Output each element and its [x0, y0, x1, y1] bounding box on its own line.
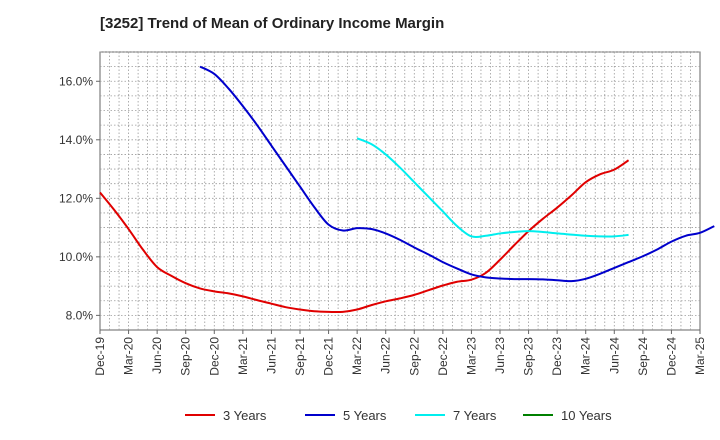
x-tick-label: Mar-23 — [464, 337, 478, 375]
series-line-3-years — [99, 159, 630, 314]
x-tick-label: Dec-23 — [550, 337, 564, 376]
legend: 3 Years 5 Years 7 Years 10 Years — [185, 408, 612, 423]
y-tick-label: 12.0% — [59, 191, 93, 205]
grid-lines — [100, 51, 700, 330]
x-tick-label: Sep-23 — [522, 337, 536, 376]
y-axis: 8.0% 10.0% 12.0% 14.0% 16.0% — [59, 74, 100, 322]
legend-label: 3 Years — [223, 408, 267, 423]
x-tick-label: Mar-20 — [122, 337, 136, 375]
x-tick-label: Jun-22 — [379, 337, 393, 374]
legend-label: 5 Years — [343, 408, 387, 423]
x-tick-label: Dec-22 — [436, 337, 450, 376]
legend-label: 10 Years — [561, 408, 612, 423]
series-layer — [99, 65, 715, 314]
y-tick-label: 8.0% — [66, 308, 94, 322]
x-axis: Dec-19 Mar-20 Jun-20 Sep-20 Dec-20 Mar-21 Jun-… — [93, 330, 707, 376]
y-tick-label: 10.0% — [59, 250, 93, 264]
x-tick-label: Mar-22 — [350, 337, 364, 375]
series-line-5-years — [199, 65, 715, 283]
x-tick-label: Jun-20 — [150, 337, 164, 374]
chart-title: [3252] Trend of Mean of Ordinary Income … — [100, 15, 445, 32]
x-tick-label: Jun-23 — [493, 337, 507, 374]
x-tick-label: Mar-25 — [693, 337, 707, 375]
x-tick-label: Jun-24 — [607, 337, 621, 374]
y-tick-label: 16.0% — [59, 74, 93, 88]
x-tick-label: Dec-19 — [93, 337, 107, 376]
x-tick-label: Sep-24 — [636, 337, 650, 376]
y-tick-label: 14.0% — [59, 133, 93, 147]
x-tick-label: Mar-24 — [579, 337, 593, 375]
series-line-7-years — [356, 137, 629, 239]
x-tick-label: Mar-21 — [236, 337, 250, 375]
legend-label: 7 Years — [453, 408, 497, 423]
x-tick-label: Dec-21 — [322, 337, 336, 376]
x-tick-label: Sep-20 — [179, 337, 193, 376]
x-tick-label: Jun-21 — [264, 337, 278, 374]
x-tick-label: Sep-21 — [293, 337, 307, 376]
x-tick-label: Dec-24 — [664, 337, 678, 376]
x-tick-label: Sep-22 — [407, 337, 421, 376]
plot-area — [99, 51, 701, 331]
x-tick-label: Dec-20 — [207, 337, 221, 376]
